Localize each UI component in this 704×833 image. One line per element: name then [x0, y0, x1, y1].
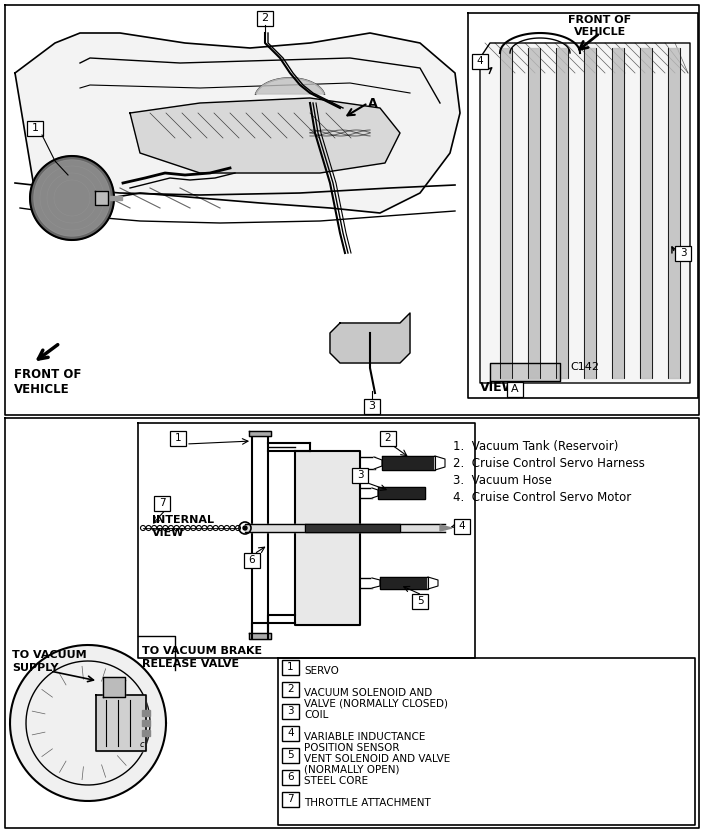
FancyBboxPatch shape	[244, 552, 260, 567]
Text: 3: 3	[357, 470, 363, 480]
FancyBboxPatch shape	[472, 53, 488, 68]
Text: 7: 7	[287, 795, 294, 805]
Text: 3: 3	[368, 401, 375, 411]
Polygon shape	[249, 633, 271, 639]
Polygon shape	[480, 43, 690, 383]
Polygon shape	[245, 524, 445, 532]
FancyBboxPatch shape	[282, 792, 299, 807]
Text: 2: 2	[287, 685, 294, 695]
Polygon shape	[382, 456, 435, 470]
Text: POSITION SENSOR: POSITION SENSOR	[304, 743, 399, 753]
FancyBboxPatch shape	[675, 246, 691, 261]
FancyBboxPatch shape	[454, 518, 470, 533]
FancyBboxPatch shape	[154, 496, 170, 511]
FancyBboxPatch shape	[282, 748, 299, 763]
FancyBboxPatch shape	[282, 660, 299, 675]
Polygon shape	[15, 33, 460, 223]
FancyBboxPatch shape	[507, 382, 523, 397]
FancyBboxPatch shape	[282, 682, 299, 697]
Polygon shape	[95, 191, 108, 205]
Text: C142: C142	[570, 362, 599, 372]
Polygon shape	[435, 456, 445, 470]
Text: FRONT OF: FRONT OF	[14, 368, 82, 381]
Text: SUPPLY: SUPPLY	[12, 663, 58, 673]
Polygon shape	[378, 487, 425, 499]
Text: 2.  Cruise Control Servo Harness: 2. Cruise Control Servo Harness	[453, 457, 645, 470]
FancyBboxPatch shape	[352, 467, 368, 482]
Polygon shape	[295, 451, 360, 625]
Text: VARIABLE INDUCTANCE: VARIABLE INDUCTANCE	[304, 732, 425, 742]
Polygon shape	[142, 730, 150, 736]
Text: THROTTLE ATTACHMENT: THROTTLE ATTACHMENT	[304, 798, 431, 808]
Text: (NORMALLY OPEN): (NORMALLY OPEN)	[304, 765, 399, 775]
Text: 2: 2	[384, 433, 391, 443]
Text: VEHICLE: VEHICLE	[14, 383, 70, 396]
Text: RELEASE VALVE: RELEASE VALVE	[142, 659, 239, 669]
Text: A: A	[368, 97, 377, 109]
Text: FRONT OF: FRONT OF	[568, 15, 631, 25]
FancyBboxPatch shape	[257, 11, 273, 26]
Text: VEHICLE: VEHICLE	[574, 27, 626, 37]
Text: SERVO: SERVO	[304, 666, 339, 676]
Text: 4: 4	[287, 729, 294, 739]
Polygon shape	[428, 577, 438, 589]
Text: VIEW: VIEW	[480, 381, 516, 394]
Text: INTERNAL: INTERNAL	[152, 515, 214, 525]
Polygon shape	[374, 457, 382, 469]
Polygon shape	[96, 695, 146, 751]
Text: 6: 6	[249, 555, 256, 565]
FancyBboxPatch shape	[412, 593, 428, 608]
Polygon shape	[103, 677, 125, 697]
Text: 7: 7	[158, 498, 165, 508]
Text: 6: 6	[287, 772, 294, 782]
FancyBboxPatch shape	[170, 431, 186, 446]
Polygon shape	[142, 720, 150, 726]
Polygon shape	[256, 78, 325, 94]
FancyBboxPatch shape	[282, 726, 299, 741]
Text: TO VACUUM BRAKE: TO VACUUM BRAKE	[142, 646, 262, 656]
Text: 5: 5	[417, 596, 423, 606]
Polygon shape	[110, 196, 122, 200]
Text: 3: 3	[287, 706, 294, 716]
Polygon shape	[130, 98, 400, 173]
Circle shape	[243, 526, 247, 530]
FancyBboxPatch shape	[364, 398, 380, 413]
Polygon shape	[372, 578, 380, 588]
Text: 1: 1	[175, 433, 182, 443]
Text: 1: 1	[287, 662, 294, 672]
Text: VIEW: VIEW	[152, 528, 184, 538]
Text: 4: 4	[477, 56, 484, 66]
Text: 2: 2	[261, 13, 268, 23]
Text: 5: 5	[287, 751, 294, 761]
Text: 3.  Vacuum Hose: 3. Vacuum Hose	[453, 474, 552, 487]
Text: 4: 4	[459, 521, 465, 531]
Polygon shape	[372, 488, 378, 498]
FancyBboxPatch shape	[282, 704, 299, 719]
Polygon shape	[30, 156, 114, 240]
FancyBboxPatch shape	[282, 770, 299, 785]
Polygon shape	[440, 525, 452, 531]
Text: VACUUM SOLENOID AND: VACUUM SOLENOID AND	[304, 688, 432, 698]
Text: COIL: COIL	[304, 710, 328, 720]
Polygon shape	[249, 431, 271, 436]
Text: TO VACUUM: TO VACUUM	[12, 650, 87, 660]
Polygon shape	[34, 160, 110, 236]
Text: A: A	[511, 384, 519, 394]
Text: VENT SOLENOID AND VALVE: VENT SOLENOID AND VALVE	[304, 754, 451, 764]
Text: VALVE (NORMALLY CLOSED): VALVE (NORMALLY CLOSED)	[304, 699, 448, 709]
Polygon shape	[142, 710, 150, 716]
FancyBboxPatch shape	[380, 431, 396, 446]
Polygon shape	[10, 645, 166, 801]
Polygon shape	[380, 577, 428, 589]
FancyBboxPatch shape	[27, 121, 43, 136]
Polygon shape	[490, 363, 560, 381]
Polygon shape	[330, 313, 410, 363]
Polygon shape	[305, 524, 400, 532]
Text: 1: 1	[32, 123, 39, 133]
Text: 1.  Vacuum Tank (Reservoir): 1. Vacuum Tank (Reservoir)	[453, 440, 618, 453]
Text: 3: 3	[679, 248, 686, 258]
Text: 4.  Cruise Control Servo Motor: 4. Cruise Control Servo Motor	[453, 491, 631, 504]
Text: c: c	[140, 740, 144, 749]
Text: STEEL CORE: STEEL CORE	[304, 776, 368, 786]
